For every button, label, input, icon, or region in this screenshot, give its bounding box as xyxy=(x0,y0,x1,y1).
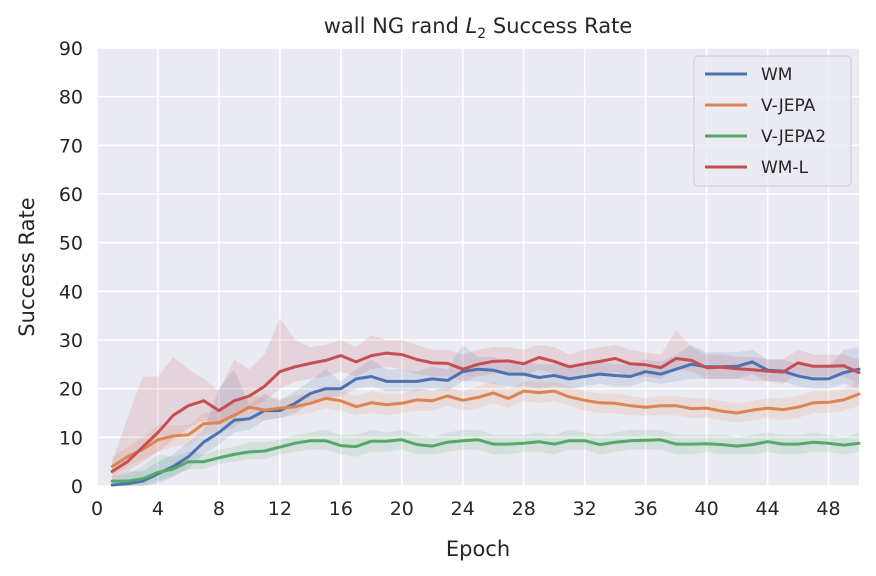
x-tick-label: 32 xyxy=(573,498,597,520)
legend-label-v-jepa2: V-JEPA2 xyxy=(761,127,826,147)
title-suffix: Success Rate xyxy=(486,14,632,38)
chart-title: wall NG rand L2 Success Rate xyxy=(324,14,633,42)
x-tick-label: 36 xyxy=(634,498,658,520)
y-tick-label: 60 xyxy=(59,184,83,206)
y-tick-label: 0 xyxy=(71,476,83,498)
series-lines xyxy=(110,351,861,487)
x-tick-label: 28 xyxy=(512,498,536,520)
line-wm xyxy=(110,360,861,487)
line-v-jepa xyxy=(110,389,861,468)
line-wm-l xyxy=(110,351,861,473)
y-tick-label: 70 xyxy=(59,135,83,157)
y-tick-label: 30 xyxy=(59,330,83,352)
x-tick-label: 0 xyxy=(91,498,103,520)
x-tick-label: 20 xyxy=(390,498,414,520)
legend-label-wm: WM xyxy=(761,65,792,85)
x-axis-ticks: 0 4 8 12 16 20 24 28 32 36 40 44 48 xyxy=(91,498,841,520)
x-tick-label: 16 xyxy=(329,498,353,520)
y-tick-label: 10 xyxy=(59,427,83,449)
x-tick-label: 24 xyxy=(451,498,475,520)
x-axis-label: Epoch xyxy=(446,537,510,561)
y-tick-label: 80 xyxy=(59,87,83,109)
x-tick-label: 44 xyxy=(755,498,779,520)
grid xyxy=(96,47,859,487)
legend-label-wm-l: WM-L xyxy=(761,158,809,178)
line-v-jepa2 xyxy=(110,438,861,483)
y-axis-label: Success Rate xyxy=(15,197,39,336)
y-tick-label: 20 xyxy=(59,379,83,401)
legend-box xyxy=(693,55,852,187)
x-tick-label: 8 xyxy=(213,498,225,520)
y-tick-label: 50 xyxy=(59,233,83,255)
legend: WM V-JEPA V-JEPA2 WM-L xyxy=(693,55,852,187)
x-tick-label: 4 xyxy=(152,498,164,520)
y-axis-ticks: 0 10 20 30 40 50 60 70 80 90 xyxy=(59,38,83,498)
band-wm-l xyxy=(112,318,859,482)
legend-label-v-jepa: V-JEPA xyxy=(761,96,816,116)
y-tick-label: 90 xyxy=(59,38,83,60)
x-tick-label: 12 xyxy=(268,498,292,520)
y-tick-label: 40 xyxy=(59,281,83,303)
x-tick-label: 40 xyxy=(695,498,719,520)
band-wm xyxy=(112,344,859,486)
title-prefix: wall NG rand xyxy=(324,14,466,38)
title-subscript: 2 xyxy=(477,26,486,42)
title-variable: L xyxy=(466,14,478,38)
x-tick-label: 48 xyxy=(816,498,840,520)
